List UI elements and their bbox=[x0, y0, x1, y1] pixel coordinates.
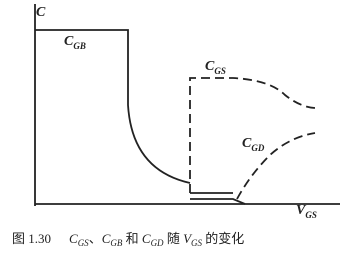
curve-label: CGD bbox=[242, 136, 265, 153]
caption-part: GS bbox=[191, 238, 202, 248]
caption: 图 1.30 CGS、CGB 和 CGD 随 VGS 的变化 bbox=[12, 231, 244, 248]
caption-part: C bbox=[102, 231, 111, 246]
caption-part: GB bbox=[110, 238, 122, 248]
y-label: C bbox=[36, 5, 46, 20]
caption-part: GS bbox=[78, 238, 89, 248]
caption-part: C bbox=[69, 231, 78, 246]
x-label: VGS bbox=[296, 203, 317, 220]
caption-part: GD bbox=[151, 238, 164, 248]
curve-label: CGS bbox=[205, 59, 226, 76]
cgd-curve bbox=[236, 132, 316, 200]
cgb-curve bbox=[35, 29, 191, 184]
curve-label: CGB bbox=[64, 34, 86, 51]
caption-part: 的变化 bbox=[202, 231, 244, 246]
caption-part: 、 bbox=[89, 231, 102, 246]
caption-part: 和 bbox=[122, 231, 142, 246]
caption-part: C bbox=[142, 231, 151, 246]
caption-part: V bbox=[183, 231, 193, 246]
caption-part: 随 bbox=[164, 231, 184, 246]
cgs-curve bbox=[189, 77, 316, 193]
low-curve bbox=[190, 192, 246, 205]
